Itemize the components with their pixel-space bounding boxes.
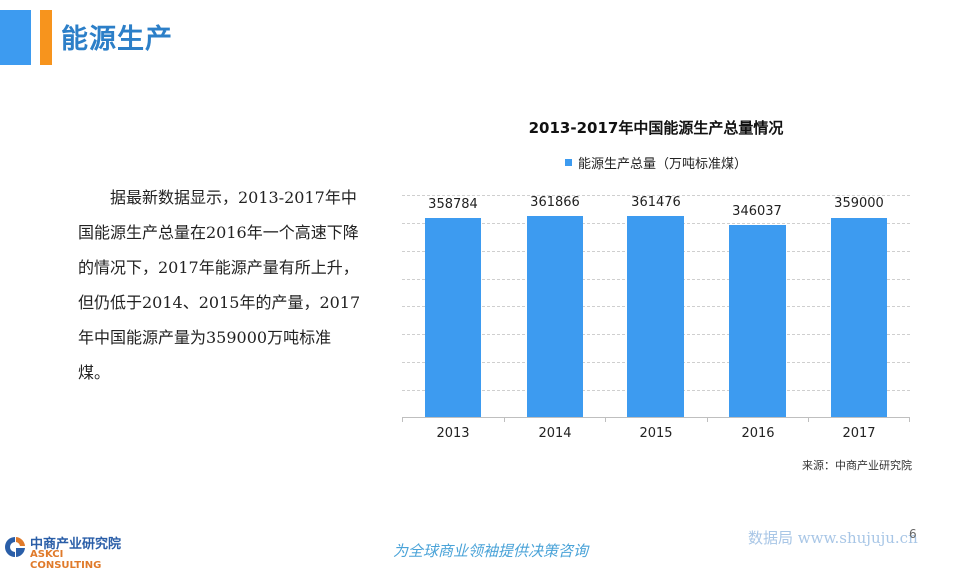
value-label-2013: 358784 xyxy=(428,197,478,212)
description-paragraph: 据最新数据显示，2013-2017年中国能源生产总量在2016年一个高速下降的情… xyxy=(78,188,361,382)
footer-slogan: 为全球商业领袖提供决策咨询 xyxy=(393,542,589,560)
legend-swatch-icon xyxy=(564,159,572,166)
logo-chinese-name: 中商产业研究院 xyxy=(30,537,122,552)
x-label-2014: 2014 xyxy=(538,426,572,441)
header-orange-accent-bar xyxy=(40,10,52,65)
x-axis-tick xyxy=(504,417,505,422)
gridline xyxy=(402,195,910,196)
x-label-2016: 2016 xyxy=(741,426,775,441)
value-label-2016: 346037 xyxy=(732,204,782,219)
x-axis-tick xyxy=(808,417,809,422)
watermark: 数据局 www.shujuju.cn xyxy=(748,529,918,547)
x-axis-tick xyxy=(909,417,910,422)
header-blue-accent-bar xyxy=(0,10,31,65)
bar-2013 xyxy=(425,218,481,417)
chart-title: 2013-2017年中国能源生产总量情况 xyxy=(528,119,784,137)
logo-mark-icon xyxy=(5,537,25,557)
page-number: 6 xyxy=(909,527,917,541)
bar-2015 xyxy=(627,216,684,417)
bar-2017 xyxy=(831,218,887,417)
chart-legend: 能源生产总量（万吨标准煤） xyxy=(402,153,910,172)
x-label-2013: 2013 xyxy=(436,426,470,441)
bar-2016 xyxy=(729,225,786,417)
legend-label: 能源生产总量（万吨标准煤） xyxy=(577,157,747,172)
source-note: 来源：中商产业研究院 xyxy=(802,459,912,472)
x-axis-tick xyxy=(605,417,606,422)
logo-english-name: ASKCI CONSULTING xyxy=(30,549,102,571)
value-label-2017: 359000 xyxy=(834,196,884,211)
x-axis xyxy=(402,417,910,418)
company-logo: 中商产业研究院 ASKCI CONSULTING xyxy=(4,533,134,571)
value-label-2014: 361866 xyxy=(530,195,580,210)
x-axis-tick xyxy=(402,417,403,422)
page-title: 能源生产 xyxy=(61,24,173,55)
bar-2014 xyxy=(527,216,583,417)
x-label-2017: 2017 xyxy=(842,426,876,441)
value-label-2015: 361476 xyxy=(631,195,681,210)
x-axis-tick xyxy=(707,417,708,422)
x-label-2015: 2015 xyxy=(639,426,673,441)
bar-chart-plot: 358784 361866 361476 346037 359000 2013 … xyxy=(402,195,910,441)
